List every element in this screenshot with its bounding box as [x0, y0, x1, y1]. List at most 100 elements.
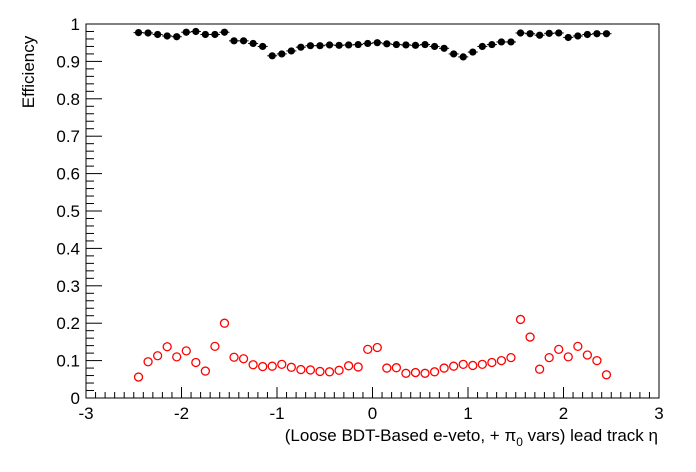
data-point [316, 42, 324, 50]
data-point [478, 42, 486, 51]
data-point [343, 361, 354, 371]
data-point [411, 41, 420, 49]
data-point [201, 30, 209, 39]
data-point [410, 367, 421, 378]
data-point [582, 350, 593, 360]
data-point [516, 29, 525, 37]
data-point [229, 352, 239, 362]
data-point [563, 352, 573, 362]
data-point [315, 366, 325, 377]
data-point [392, 40, 400, 49]
y-tick-label: 0.3 [56, 277, 80, 296]
data-point [200, 366, 211, 376]
data-point [506, 352, 516, 363]
data-point [353, 362, 363, 372]
data-point [211, 30, 219, 39]
data-point [345, 41, 353, 49]
data-point [230, 37, 238, 45]
data-point [162, 342, 172, 352]
data-point [593, 30, 601, 38]
data-point [134, 29, 143, 37]
data-point [297, 43, 305, 51]
data-point [429, 367, 440, 377]
data-point [239, 37, 248, 45]
data-point [277, 359, 287, 369]
x-axis-title-eta: η [649, 426, 658, 445]
data-point [210, 341, 220, 352]
data-point [573, 341, 583, 352]
data-point [402, 41, 410, 49]
data-point [373, 39, 381, 47]
data-point [525, 332, 535, 342]
data-point [383, 40, 391, 48]
data-point [534, 364, 545, 374]
data-point [334, 365, 344, 375]
data-point [401, 368, 411, 378]
data-point [133, 372, 144, 382]
x-tick-label: -2 [174, 404, 189, 423]
data-point [497, 38, 506, 46]
data-point [152, 351, 163, 361]
x-tick-label: 0 [368, 404, 377, 423]
data-point [181, 346, 191, 356]
data-point [430, 42, 439, 51]
y-tick-label: 0 [71, 389, 80, 408]
x-tick-labels: -3 -2 -1 0 1 2 3 [78, 404, 663, 423]
data-point [601, 370, 612, 380]
x-tick-label: 3 [654, 404, 663, 423]
data-point [143, 357, 153, 367]
data-point [182, 28, 190, 36]
y-tick-label: 0.4 [56, 239, 80, 258]
data-point [248, 360, 258, 370]
data-point [420, 368, 430, 378]
data-point [487, 357, 497, 368]
data-point [287, 47, 295, 55]
data-point [507, 38, 515, 46]
data-point [458, 359, 468, 369]
x-axis-title-main: (Loose BDT-Based e-veto, + [285, 426, 505, 445]
y-tick-label: 0.1 [56, 352, 80, 371]
data-point [536, 31, 544, 39]
y-tick-label: 0.5 [56, 202, 80, 221]
x-axis-title: (Loose BDT-Based e-veto, + π0 vars) lead… [285, 426, 658, 449]
y-tick-label: 0.2 [56, 314, 80, 333]
x-axis-title-rest: vars) lead track [523, 426, 649, 445]
x-tick-label: 1 [463, 404, 472, 423]
data-point [220, 28, 229, 36]
data-point [163, 32, 171, 40]
data-point [449, 361, 459, 371]
data-point [583, 30, 591, 39]
data-point [450, 50, 458, 58]
x-tick-label: -1 [269, 404, 284, 423]
data-point [526, 30, 534, 38]
data-point [564, 33, 572, 42]
data-point [249, 39, 257, 48]
x-axis-title-pi: π [504, 426, 516, 445]
data-point [468, 360, 478, 371]
data-point [268, 52, 276, 60]
x-tick-label: -3 [78, 404, 93, 423]
data-point [439, 363, 449, 373]
data-point [364, 39, 372, 48]
data-point [382, 363, 392, 373]
data-point [286, 362, 296, 372]
data-point [306, 42, 315, 50]
data-point [545, 29, 553, 37]
y-tick-label: 0.6 [56, 165, 80, 184]
y-tick-label: 0.9 [56, 52, 80, 71]
data-point [324, 367, 335, 377]
data-point [469, 48, 477, 56]
data-point [325, 41, 334, 49]
data-point [259, 42, 267, 51]
data-point [554, 344, 564, 355]
x-axis-title-sub: 0 [516, 435, 523, 449]
y-tick-labels: 0 0.1 0.2 0.3 0.4 0.5 0.6 0.7 0.8 0.9 1 [56, 15, 80, 408]
data-point [335, 41, 343, 49]
data-point [574, 32, 582, 40]
data-point [515, 314, 526, 325]
data-point [592, 355, 602, 366]
data-point [305, 365, 316, 375]
data-point [544, 352, 554, 363]
data-point [459, 53, 467, 61]
